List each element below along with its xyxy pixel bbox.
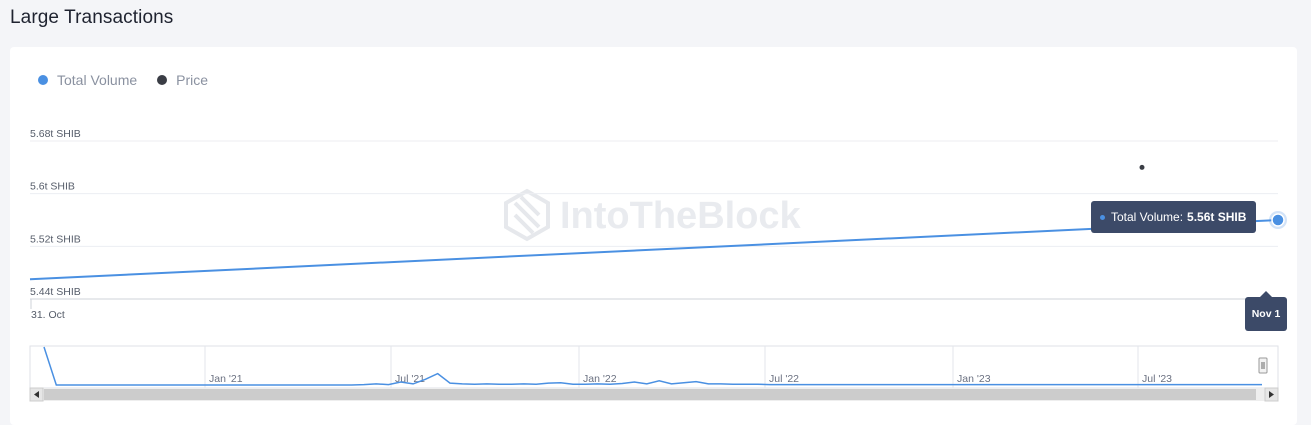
data-point-total-volume[interactable] (1271, 213, 1285, 227)
tooltip-label: Total Volume: (1111, 210, 1184, 224)
legend-label-total-volume: Total Volume (57, 72, 138, 88)
navigator-series-line (43, 346, 1262, 386)
series-line-total-volume (29, 219, 1279, 281)
legend-item-price[interactable]: Price (157, 72, 208, 88)
tooltip-series-dot (1100, 214, 1105, 220)
watermark-text: IntoTheBlock (560, 195, 802, 237)
navigator-tick-label: Jan '22 (583, 373, 617, 385)
legend-label-price: Price (176, 72, 209, 88)
page-title: Large Transactions (10, 7, 174, 28)
navigator-tick-label: Jan '23 (957, 373, 991, 385)
arrow-right-icon (1269, 391, 1274, 398)
data-point-price[interactable] (1139, 164, 1145, 170)
navigator-tick-label: Jul '22 (769, 373, 799, 385)
navigator-tick-label: Jul '23 (1142, 373, 1172, 385)
x-crosshair-label: Nov 1 (1245, 291, 1287, 331)
scrollbar-thumb[interactable] (44, 389, 1256, 400)
chart-legend: Total Volume Price (38, 72, 208, 88)
y-tick-label: 5.6t SHIB (30, 181, 75, 193)
y-tick-label: 5.44t SHIB (30, 286, 81, 298)
scrollbar[interactable] (29, 387, 1279, 402)
tooltip: Total Volume: 5.56t SHIB (1091, 201, 1257, 233)
legend-dot-price (157, 75, 168, 85)
watermark-logo-icon (504, 188, 550, 242)
legend-dot-total-volume (38, 75, 48, 85)
navigator-frame (29, 345, 1279, 389)
tooltip-value: 5.56t SHIB (1187, 210, 1247, 224)
navigator-handle[interactable] (1258, 357, 1268, 374)
navigator[interactable]: Jan '21 Jul '21 Jan '22 Jul '22 Jan '23 Jul '… (29, 345, 1279, 389)
navigator-tick-label: Jan '21 (209, 373, 243, 385)
x-tick-label: 31. Oct (31, 309, 65, 321)
arrow-left-icon (34, 391, 39, 398)
legend-item-total-volume[interactable]: Total Volume (38, 72, 137, 88)
y-tick-label: 5.68t SHIB (30, 128, 81, 140)
y-tick-label: 5.52t SHIB (30, 233, 81, 245)
